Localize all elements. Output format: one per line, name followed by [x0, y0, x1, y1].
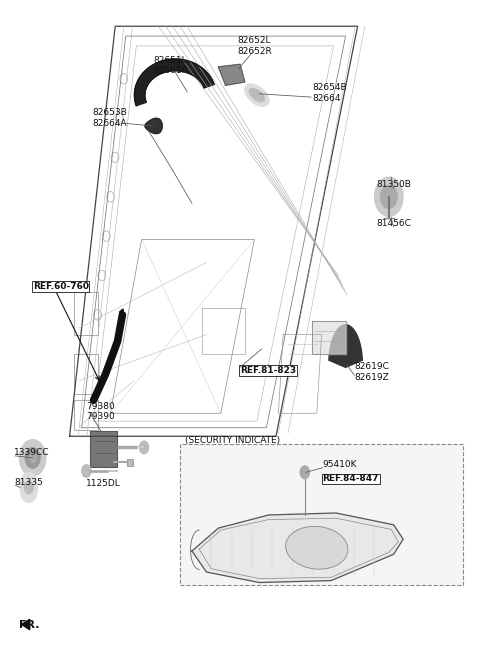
Circle shape: [20, 472, 37, 496]
Polygon shape: [134, 59, 214, 106]
Bar: [74, 400, 98, 430]
Text: REF.84-847: REF.84-847: [323, 474, 379, 483]
Bar: [180, 444, 463, 585]
Bar: [127, 459, 133, 466]
Polygon shape: [312, 321, 346, 354]
Circle shape: [139, 441, 149, 454]
Circle shape: [380, 185, 397, 209]
Circle shape: [25, 447, 40, 468]
Circle shape: [300, 466, 310, 479]
Text: 82654B
82664: 82654B 82664: [312, 83, 347, 103]
Text: REF.60-760: REF.60-760: [33, 282, 89, 291]
Text: 82619C
82619Z: 82619C 82619Z: [354, 362, 389, 382]
Polygon shape: [145, 118, 162, 134]
Circle shape: [20, 479, 37, 502]
Text: FR.: FR.: [19, 619, 40, 630]
Polygon shape: [218, 64, 245, 85]
Text: 1339CC: 1339CC: [14, 448, 50, 457]
Text: 81350B: 81350B: [376, 180, 411, 190]
Bar: [74, 292, 98, 335]
Ellipse shape: [286, 526, 348, 569]
Text: 82652L
82652R: 82652L 82652R: [237, 36, 272, 56]
Text: 1125DL: 1125DL: [86, 479, 121, 488]
Polygon shape: [22, 619, 30, 630]
Text: 81456C: 81456C: [376, 218, 411, 228]
Circle shape: [29, 453, 36, 463]
Bar: [90, 431, 117, 467]
Text: 79380
79390: 79380 79390: [86, 401, 115, 421]
Circle shape: [19, 440, 46, 476]
Ellipse shape: [249, 89, 264, 102]
Polygon shape: [329, 325, 362, 367]
Text: 95410K: 95410K: [323, 460, 357, 469]
Circle shape: [374, 177, 403, 216]
Text: 82653B
82664A: 82653B 82664A: [92, 108, 127, 128]
Polygon shape: [20, 484, 37, 491]
Text: (SECURITY INDICATE): (SECURITY INDICATE): [185, 436, 280, 445]
Text: REF.81-823: REF.81-823: [240, 366, 296, 375]
Text: 82651L
82661R: 82651L 82661R: [153, 56, 188, 75]
Circle shape: [24, 481, 34, 494]
Polygon shape: [192, 513, 403, 583]
Text: 81335: 81335: [14, 478, 43, 487]
Ellipse shape: [244, 84, 269, 106]
Circle shape: [82, 464, 91, 478]
Bar: [74, 354, 98, 394]
